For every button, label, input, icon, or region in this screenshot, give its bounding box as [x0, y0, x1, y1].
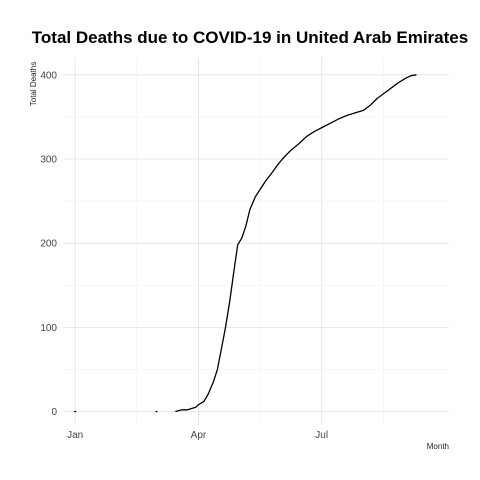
y-tick-label: 300	[40, 155, 57, 166]
y-tick-label: 400	[40, 70, 57, 81]
x-axis-label: Month	[427, 442, 449, 451]
series-line-segment	[175, 74, 417, 413]
minor-gridlines	[63, 58, 449, 425]
series-layer	[74, 74, 417, 413]
major-gridlines	[63, 58, 449, 425]
x-tick-labels: Jan Apr Jul	[67, 430, 328, 441]
y-tick-label: 0	[51, 407, 57, 418]
x-tick-label: Jul	[315, 430, 328, 441]
y-axis-label: Total Deaths	[29, 62, 38, 106]
y-tick-label: 100	[40, 323, 57, 334]
x-tick-label: Jan	[67, 430, 83, 441]
y-tick-labels: 0 100 200 300 400	[40, 70, 57, 418]
y-tick-label: 200	[40, 239, 57, 250]
chart-title: Total Deaths due to COVID-19 in United A…	[32, 28, 468, 47]
x-tick-label: Apr	[191, 430, 207, 441]
